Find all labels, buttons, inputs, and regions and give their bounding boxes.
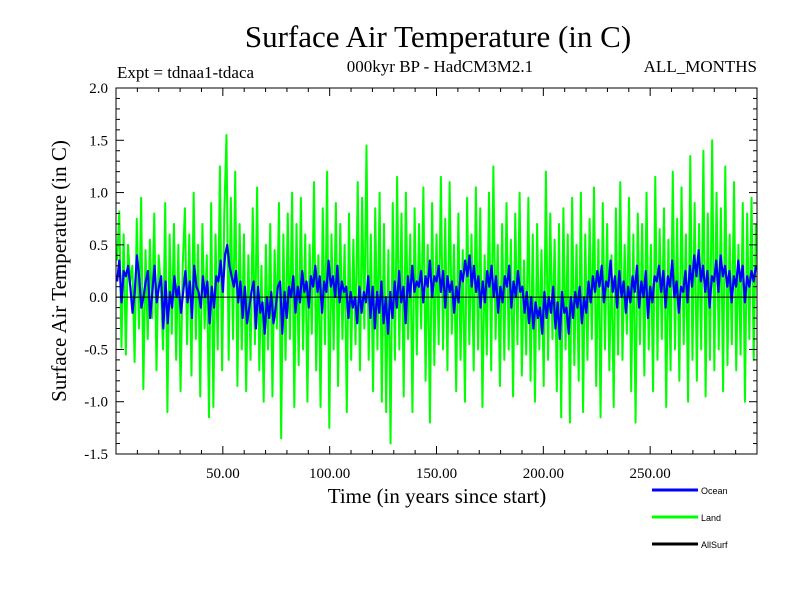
tick-layer: 50.00 100.00 150.00 200.00 250.00 -1.5 -1.0 -0.… — [84, 81, 757, 482]
series-layer — [116, 134, 757, 445]
chart-subtitle: 000kyr BP - HadCM3M2.1 — [347, 57, 533, 76]
legend-label-land: Land — [701, 513, 721, 523]
y-tick-label: -1.5 — [84, 447, 108, 463]
y-tick-label: 1.5 — [89, 133, 108, 149]
months-label: ALL_MONTHS — [644, 57, 757, 76]
y-tick-label: 0.5 — [89, 238, 108, 254]
chart-title: Surface Air Temperature (in C) — [245, 19, 631, 54]
legend: Ocean Land AllSurf — [652, 486, 728, 550]
y-tick-label: 1.0 — [89, 186, 108, 202]
x-tick-label: 150.00 — [416, 466, 457, 482]
y-tick-label: 0.0 — [89, 290, 108, 306]
expt-label: Expt = tdnaa1-tdaca — [117, 63, 254, 82]
x-tick-label: 200.00 — [523, 466, 564, 482]
x-tick-label: 100.00 — [309, 466, 350, 482]
x-tick-label: 50.00 — [206, 466, 240, 482]
y-tick-label: -0.5 — [84, 342, 108, 358]
legend-label-allsurf: AllSurf — [701, 540, 728, 550]
legend-label-ocean: Ocean — [701, 486, 728, 496]
y-axis-label: Surface Air Temperature (in C) — [47, 140, 71, 402]
y-tick-label: -1.0 — [84, 395, 108, 411]
x-tick-label: 250.00 — [630, 466, 671, 482]
y-tick-label: 2.0 — [89, 81, 108, 97]
x-axis-label: Time (in years since start) — [328, 484, 547, 508]
